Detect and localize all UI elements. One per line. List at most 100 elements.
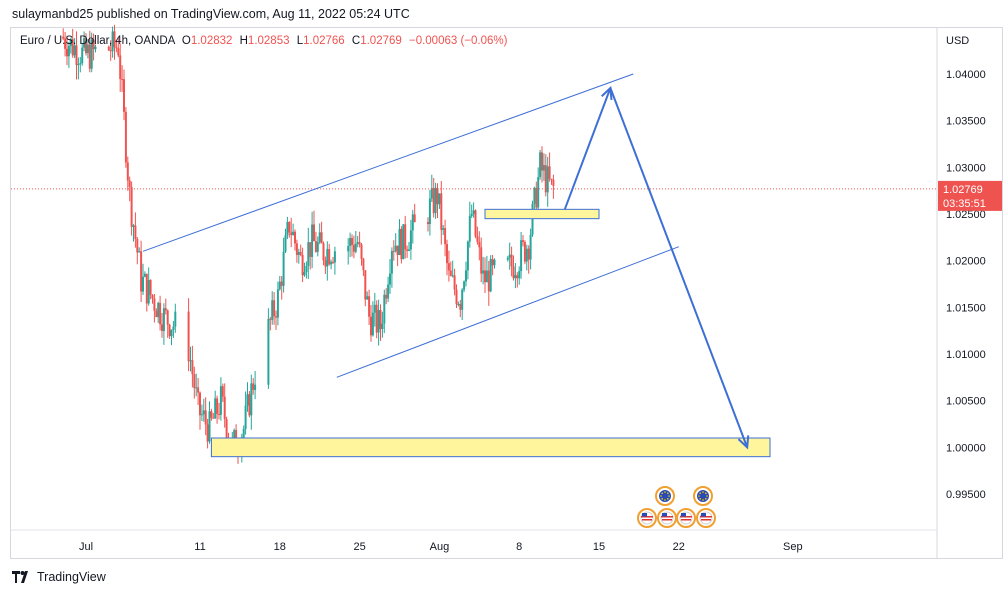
arrow-down-head bbox=[737, 435, 750, 450]
channel-lower-line[interactable] bbox=[336, 246, 679, 378]
support-zone[interactable] bbox=[210, 437, 771, 458]
candle-body bbox=[151, 295, 154, 299]
candle-body bbox=[164, 308, 167, 311]
close-label: C bbox=[351, 35, 361, 47]
candle-body bbox=[512, 266, 515, 279]
candle-body bbox=[276, 289, 279, 318]
candle-body bbox=[242, 428, 245, 438]
candle-body bbox=[195, 387, 198, 389]
candle-body bbox=[248, 394, 251, 416]
candle-body bbox=[288, 222, 291, 233]
eu-star-icon bbox=[664, 491, 666, 493]
candle-body bbox=[373, 304, 376, 313]
x-tick-label: 15 bbox=[593, 541, 605, 553]
candle-body bbox=[314, 241, 317, 252]
x-tick-label: 25 bbox=[353, 541, 365, 553]
candle-body bbox=[75, 45, 78, 66]
candle-body bbox=[520, 240, 523, 272]
candle-body bbox=[119, 55, 122, 80]
candle-body bbox=[204, 410, 207, 425]
candle-body bbox=[444, 228, 447, 245]
candle-body bbox=[138, 251, 141, 253]
candle-body bbox=[318, 232, 321, 243]
candle-body bbox=[508, 254, 511, 258]
candle-body bbox=[140, 251, 143, 292]
countdown-value: 03:35:51 bbox=[943, 198, 986, 210]
candle-body bbox=[189, 360, 192, 362]
candle-body bbox=[216, 398, 219, 414]
candle-body bbox=[149, 280, 152, 296]
candle-body bbox=[552, 179, 555, 186]
open-label: O bbox=[181, 35, 191, 47]
candle-body bbox=[282, 251, 285, 286]
candle-body bbox=[305, 265, 308, 273]
candle-body bbox=[111, 31, 114, 52]
low-value: 1.02766 bbox=[303, 35, 345, 47]
candle-body bbox=[73, 45, 76, 56]
candle-body bbox=[250, 383, 253, 416]
candle-body bbox=[193, 374, 196, 389]
candle-body bbox=[381, 323, 384, 330]
candle-body bbox=[385, 294, 388, 299]
us-canton-icon bbox=[681, 513, 686, 517]
candle-body bbox=[383, 294, 386, 324]
candle-body bbox=[174, 311, 177, 327]
last-price-value: 1.02769 bbox=[943, 184, 983, 196]
candle-body bbox=[124, 111, 127, 163]
candle-body bbox=[280, 281, 283, 286]
y-tick-label: 1.03000 bbox=[946, 162, 986, 174]
candle-body bbox=[214, 398, 217, 419]
candle-body bbox=[208, 411, 211, 442]
candle-body bbox=[83, 38, 86, 48]
candle-body bbox=[389, 273, 391, 285]
candle-body bbox=[489, 259, 492, 292]
candle-body bbox=[550, 178, 553, 180]
resistance-zone[interactable] bbox=[484, 208, 600, 220]
channel-upper-line[interactable] bbox=[142, 73, 634, 252]
candle-body bbox=[307, 242, 310, 266]
candle-body bbox=[366, 296, 369, 300]
candle-body bbox=[533, 187, 536, 204]
x-tick-label: Sep bbox=[783, 541, 803, 553]
candle-body bbox=[360, 244, 363, 259]
candle-body bbox=[430, 188, 433, 199]
candle-body bbox=[324, 260, 327, 267]
symbol-label[interactable]: Euro / U.S. Dollar, 4h, OANDA bbox=[20, 35, 175, 47]
candle-body bbox=[225, 419, 228, 439]
arrow-up[interactable] bbox=[563, 87, 612, 210]
candle-body bbox=[85, 38, 87, 54]
y-tick-label: 0.99500 bbox=[946, 489, 986, 501]
candle-body bbox=[390, 250, 393, 274]
us-canton-icon bbox=[642, 513, 647, 517]
eu-star-icon bbox=[661, 498, 663, 500]
candle-body bbox=[472, 210, 475, 214]
candle-body bbox=[252, 383, 255, 390]
candle-body bbox=[62, 36, 65, 39]
eu-star-icon bbox=[668, 495, 670, 497]
last-price-tag bbox=[938, 180, 1002, 211]
candle-body bbox=[66, 48, 68, 57]
change-value: −0.00063 (−0.06%) bbox=[408, 35, 508, 47]
candle-body bbox=[278, 281, 281, 290]
candle-body bbox=[523, 241, 526, 262]
arrow-down[interactable] bbox=[609, 87, 749, 448]
candle-body bbox=[191, 360, 194, 375]
candle-body bbox=[333, 251, 336, 263]
candle-body bbox=[142, 276, 144, 292]
candle-body bbox=[71, 38, 74, 56]
candle-body bbox=[537, 176, 540, 208]
candle-body bbox=[328, 249, 331, 265]
candle-body bbox=[197, 387, 200, 393]
tradingview-brand[interactable]: TradingView bbox=[12, 570, 106, 584]
candle-body bbox=[482, 270, 485, 274]
candle-body bbox=[542, 165, 545, 171]
candle-body bbox=[117, 48, 120, 56]
us-stripe-icon bbox=[642, 519, 652, 521]
candle-body bbox=[446, 244, 448, 264]
y-tick-label: 1.04000 bbox=[946, 69, 986, 81]
candle-body bbox=[286, 222, 289, 236]
us-stripe-icon bbox=[641, 516, 653, 518]
candle-body bbox=[396, 245, 399, 255]
eu-star-icon bbox=[705, 492, 707, 494]
